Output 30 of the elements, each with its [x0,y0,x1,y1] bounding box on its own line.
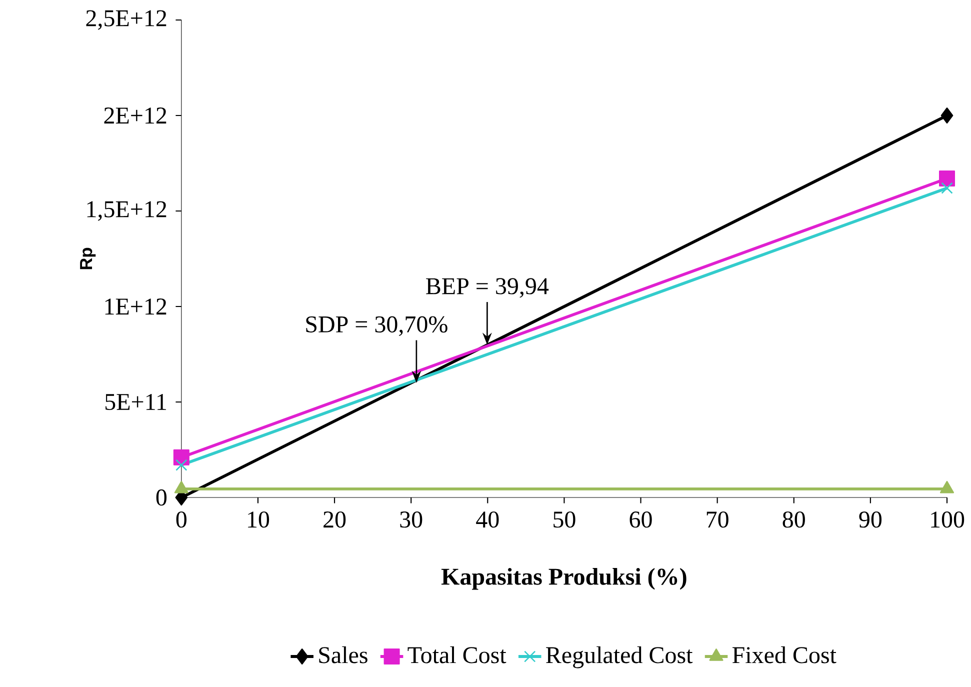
x-axis-title: Kapasitas Produksi (%) [441,568,686,590]
legend-label: Total Cost [408,646,506,664]
x-tick-label: 80 [782,512,805,528]
annotation: BEP = 39,94 [426,278,549,298]
y-tick-label: 1E+12 [105,298,166,315]
point [173,449,190,466]
y-tick-label: 2E+12 [104,108,166,124]
x-tick-label: 60 [630,512,652,528]
x-tick-label: 90 [859,512,882,528]
legend-label: Sales [319,646,368,664]
x-tick-label: 20 [324,512,346,528]
x-tick-label: 10 [248,512,270,528]
legend-label: Regulated Cost [546,646,693,668]
x-tick-label: 70 [706,512,728,528]
x-tick-label: 100 [931,512,964,528]
x-tick-label: 30 [400,512,422,528]
point [940,108,954,124]
point [938,170,956,187]
point [176,459,188,471]
x-tick-label: 40 [476,512,499,528]
legend-label: Fixed Cost [732,646,836,664]
x-tick-label: 50 [554,512,576,528]
y-tick-label: 1,5E+12 [87,201,166,221]
y-tick-label: 0 [156,489,167,506]
annotation: SDP = 30,70% [306,316,448,336]
point [941,182,953,194]
y-tick-label: 2,5E+12 [86,10,166,30]
y-tick-label: 5E+11 [106,394,166,410]
x-tick-label: 0 [176,512,186,528]
y-axis-title: Rp [80,248,96,270]
